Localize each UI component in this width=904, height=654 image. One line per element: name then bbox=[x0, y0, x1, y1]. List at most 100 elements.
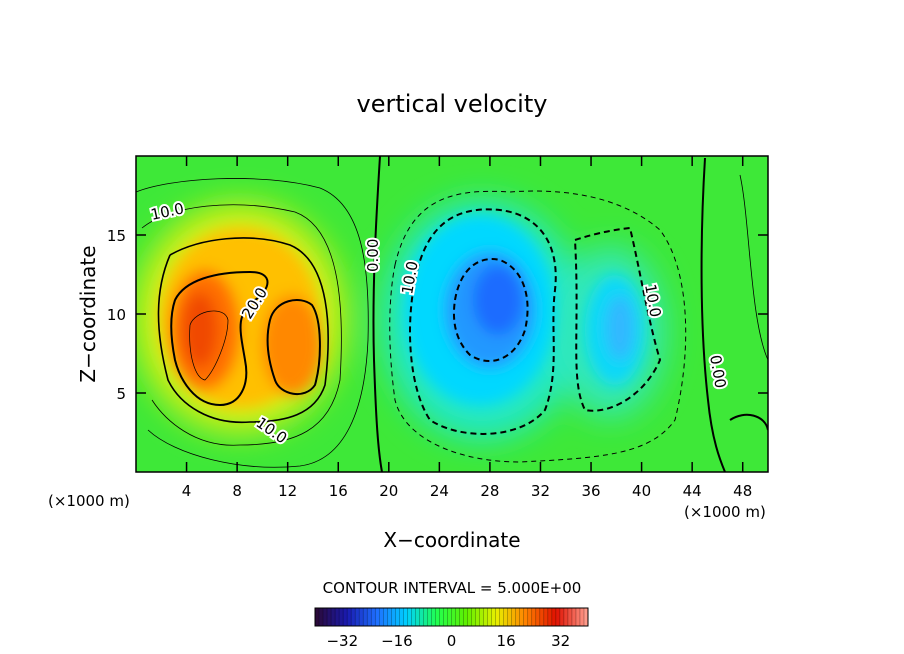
contour-interval-label: CONTOUR INTERVAL = 5.000E+00 bbox=[323, 579, 582, 597]
y-tick-label: 5 bbox=[116, 385, 126, 403]
colorbar-cell bbox=[347, 608, 352, 626]
x-unit-right: (×1000 m) bbox=[684, 503, 766, 521]
colorbar-tick-label: −16 bbox=[381, 632, 413, 650]
colorbar-cell bbox=[411, 608, 416, 626]
colorbar-cell bbox=[575, 608, 581, 626]
colorbar-ticks: −32 −16 0 16 32 bbox=[326, 632, 570, 650]
velocity-field: 10.0 20.0 10.0 0.00 10.0 10.0 0.00 bbox=[136, 156, 768, 472]
chart-title: vertical velocity bbox=[357, 90, 548, 118]
colorbar-cell bbox=[435, 608, 440, 626]
colorbar-cell bbox=[479, 608, 485, 626]
colorbar bbox=[314, 608, 589, 626]
colorbar-cell bbox=[343, 608, 348, 626]
colorbar-cell bbox=[443, 608, 448, 626]
colorbar-cell bbox=[463, 608, 469, 626]
x-tick-label: 16 bbox=[329, 482, 348, 500]
colorbar-cell bbox=[519, 608, 525, 626]
colorbar-cell bbox=[567, 608, 573, 626]
contour-label: 0.00 bbox=[364, 239, 382, 272]
colorbar-cell bbox=[475, 608, 481, 626]
x-tick-label: 48 bbox=[733, 482, 752, 500]
x-tick-label: 8 bbox=[232, 482, 242, 500]
colorbar-cell bbox=[439, 608, 444, 626]
colorbar-cell bbox=[423, 608, 428, 626]
colorbar-cell bbox=[547, 608, 553, 626]
colorbar-cell bbox=[499, 608, 505, 626]
colorbar-cell bbox=[363, 608, 368, 626]
colorbar-cell bbox=[579, 608, 585, 626]
colorbar-cell bbox=[383, 608, 388, 626]
colorbar-cell bbox=[323, 608, 328, 626]
colorbar-cell bbox=[527, 608, 533, 626]
colorbar-cell bbox=[543, 608, 549, 626]
colorbar-cell bbox=[551, 608, 557, 626]
colorbar-cell bbox=[407, 608, 412, 626]
colorbar-cell bbox=[387, 608, 392, 626]
x-tick-label: 24 bbox=[430, 482, 449, 500]
colorbar-cell bbox=[399, 608, 404, 626]
colorbar-tick-label: 16 bbox=[497, 632, 516, 650]
colorbar-cell bbox=[487, 608, 493, 626]
colorbar-cell bbox=[483, 608, 489, 626]
y-axis-label: Z−coordinate bbox=[76, 245, 100, 382]
colorbar-cell bbox=[415, 608, 420, 626]
colorbar-cell bbox=[431, 608, 436, 626]
colorbar-cell bbox=[535, 608, 541, 626]
colorbar-cell bbox=[379, 608, 384, 626]
colorbar-tick-label: 32 bbox=[551, 632, 570, 650]
x-tick-label: 28 bbox=[480, 482, 499, 500]
colorbar-tick-label: 0 bbox=[447, 632, 457, 650]
x-tick-label: 36 bbox=[581, 482, 600, 500]
colorbar-cell bbox=[331, 608, 336, 626]
colorbar-cell bbox=[451, 608, 457, 626]
colorbar-cell bbox=[371, 608, 376, 626]
colorbar-tick-label: −32 bbox=[326, 632, 358, 650]
colorbar-cell bbox=[367, 608, 372, 626]
colorbar-cell bbox=[327, 608, 332, 626]
colorbar-cell bbox=[503, 608, 509, 626]
x-axis: 4 8 12 16 20 24 28 32 36 40 44 48 bbox=[182, 156, 752, 500]
colorbar-cell bbox=[523, 608, 529, 626]
colorbar-cell bbox=[583, 608, 589, 626]
colorbar-cell bbox=[515, 608, 521, 626]
colorbar-cell bbox=[571, 608, 577, 626]
x-unit-left: (×1000 m) bbox=[48, 492, 130, 510]
colorbar-cell bbox=[375, 608, 380, 626]
y-tick-label: 10 bbox=[107, 306, 126, 324]
colorbar-cell bbox=[427, 608, 432, 626]
x-tick-label: 32 bbox=[531, 482, 550, 500]
x-tick-label: 20 bbox=[379, 482, 398, 500]
colorbar-cell bbox=[359, 608, 364, 626]
colorbar-cell bbox=[447, 608, 452, 626]
y-tick-label: 15 bbox=[107, 227, 126, 245]
colorbar-cell bbox=[563, 608, 569, 626]
colorbar-cell bbox=[403, 608, 408, 626]
colorbar-cell bbox=[315, 608, 320, 626]
colorbar-cell bbox=[555, 608, 561, 626]
y-axis: 5 10 15 bbox=[107, 227, 768, 403]
colorbar-cell bbox=[351, 608, 356, 626]
colorbar-cell bbox=[419, 608, 424, 626]
colorbar-cell bbox=[495, 608, 501, 626]
x-tick-label: 44 bbox=[683, 482, 702, 500]
colorbar-cell bbox=[467, 608, 473, 626]
x-axis-label: X−coordinate bbox=[383, 528, 520, 552]
colorbar-cell bbox=[459, 608, 465, 626]
colorbar-cell bbox=[491, 608, 497, 626]
colorbar-cell bbox=[391, 608, 396, 626]
colorbar-cell bbox=[455, 608, 461, 626]
colorbar-cell bbox=[559, 608, 565, 626]
x-tick-label: 12 bbox=[278, 482, 297, 500]
colorbar-cell bbox=[395, 608, 400, 626]
colorbar-cell bbox=[471, 608, 477, 626]
colorbar-cell bbox=[507, 608, 513, 626]
colorbar-cell bbox=[339, 608, 344, 626]
colorbar-cell bbox=[511, 608, 517, 626]
x-tick-label: 40 bbox=[632, 482, 651, 500]
contour-lines bbox=[136, 156, 768, 472]
colorbar-cell bbox=[531, 608, 537, 626]
colorbar-cell bbox=[355, 608, 360, 626]
colorbar-frame bbox=[314, 607, 589, 627]
colorbar-cell bbox=[335, 608, 340, 626]
